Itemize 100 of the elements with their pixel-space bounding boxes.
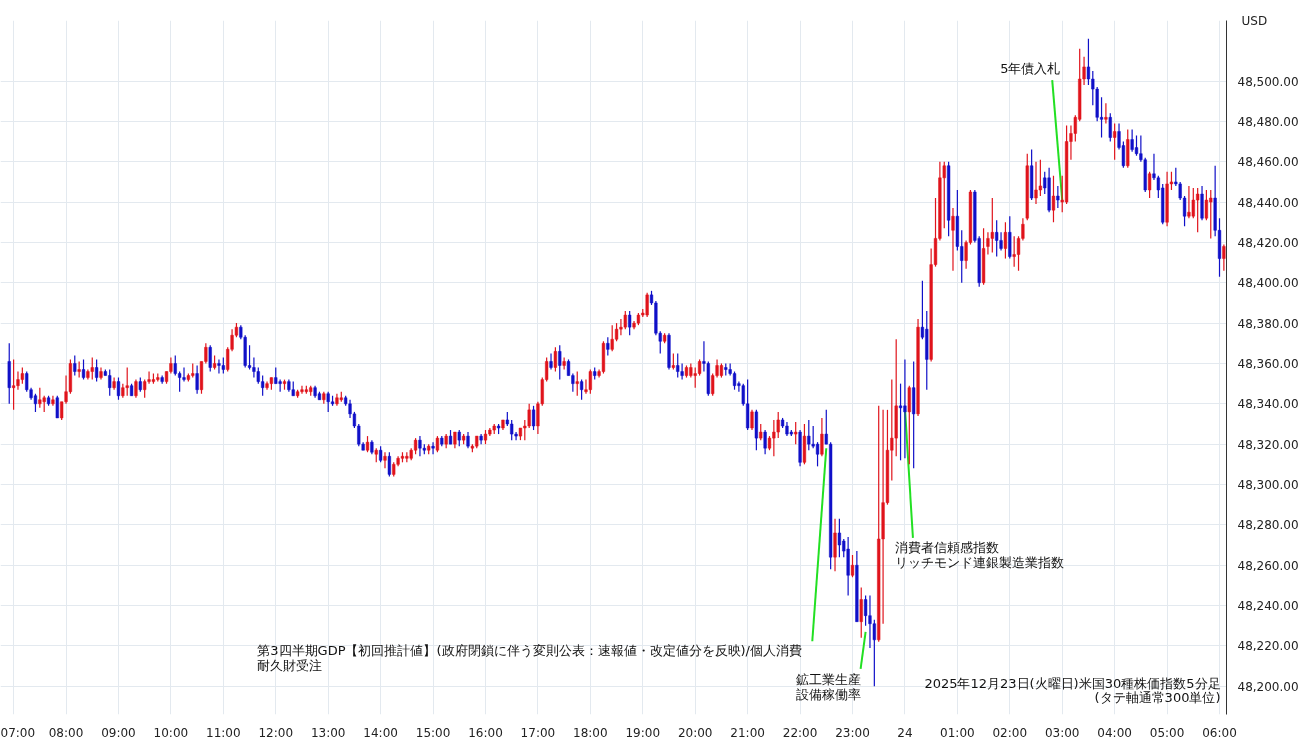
candlestick [208,344,212,373]
candlestick [182,366,186,383]
y-tick-label: 48,460.00 [1237,155,1299,170]
candlestick [1104,102,1108,124]
candlestick [680,362,684,381]
candlestick [16,370,20,391]
candlestick [531,405,536,431]
candlestick [951,207,955,272]
x-tick-label: 09:00 [101,725,136,740]
candlestick [628,310,632,336]
candlestick [527,403,531,429]
candlestick [807,419,811,451]
candlestick [898,383,903,461]
candlestick [195,364,199,395]
x-tick-label: 15:00 [415,725,451,740]
candlestick [55,395,59,419]
y-tick-label: 48,360.00 [1237,356,1299,371]
candlestick [1108,112,1112,143]
x-tick-label: 12:00 [258,725,294,740]
annotation: 耐久財受注 [257,658,323,674]
candlestick [1113,122,1117,161]
x-tick-label: 23:00 [835,725,870,740]
candlestick [116,376,121,401]
candlestick [1086,38,1091,86]
x-tick-label: 16:00 [468,725,503,740]
annotation: 設備稼働率 [795,686,861,702]
y-tick-label: 48,220.00 [1237,639,1299,654]
candlestick [90,356,94,381]
y-tick-label: 48,440.00 [1237,195,1299,210]
candlestick [763,429,767,455]
annotation: リッチモンド連銀製造業指数 [894,554,1064,570]
candlestick [431,441,435,455]
y-tick-label: 48,300.00 [1237,478,1299,493]
y-tick-label: 48,240.00 [1237,599,1299,614]
x-tick-label: 17:00 [520,725,556,740]
x-tick-label: 10:00 [153,725,189,740]
candlestick [81,358,86,381]
candlestick [95,358,99,383]
candlestick [125,366,129,397]
candlestick [676,352,680,379]
candlestick [383,451,387,469]
y-tick-label: 48,320.00 [1237,437,1299,452]
annotation: 第3四半期GDP【初回推計値】(政府閉鎖に伴う変則公表：速報値・改定値分を反映)/個人消費 [257,643,802,659]
candlestick [732,370,737,391]
y-tick-label: 48,200.00 [1237,679,1299,694]
y-tick-label: 48,340.00 [1237,397,1299,412]
candlestick [868,594,872,649]
annotation: 5年債入札 [1000,61,1061,77]
candlestick [252,356,256,379]
x-tick-label: 06:00 [1202,725,1237,740]
candlestick [580,379,584,401]
candlestick [1148,171,1152,199]
candlestick [995,219,999,258]
candlestick [12,358,16,411]
candlestick [750,409,754,431]
candlestick [553,346,557,373]
candlestick [1034,161,1038,205]
x-tick-label: 02:00 [992,725,1028,740]
candlestick [619,318,623,336]
x-tick-label: 05:00 [1149,725,1185,740]
candlestick [850,554,855,578]
candlestick [606,336,610,356]
candlestick [134,379,138,399]
x-tick-label: 01:00 [940,725,975,740]
candlestick [1187,185,1191,219]
candlestick [77,360,81,379]
candlestick [73,354,77,377]
candlestick [575,370,579,397]
x-tick-label: 21:00 [730,725,765,740]
x-tick-label: 04:00 [1097,725,1132,740]
candlestick [217,358,221,375]
text: 2025年12月23日(火曜日)米国30種株価指数5分足 [924,675,1221,691]
annotation: 消費者信頼感指数 [894,539,999,555]
x-tick-label: 19:00 [625,725,661,740]
candlestick [278,379,282,393]
candlestick [558,344,562,381]
x-tick-label: 11:00 [206,725,241,740]
candlestick [903,358,907,459]
candlestick [1051,175,1056,223]
candlestick [1056,185,1060,209]
x-tick-label: 24 [897,725,913,740]
candlestick [990,197,994,254]
candlestick [418,435,422,457]
y-tick-label: 48,500.00 [1237,74,1299,89]
candlestick [1003,221,1008,260]
x-tick-label: 22:00 [782,725,818,740]
candlestick [1130,128,1134,153]
x-tick-label: 07:00 [0,725,36,740]
candlestick [38,387,42,409]
candlestick [1222,243,1226,272]
x-tick-label: 03:00 [1044,725,1080,740]
annotation: 鉱工業生産 [795,671,861,687]
candlestick [562,356,566,371]
y-tick-label: 48,260.00 [1237,558,1299,573]
candlestick [300,385,304,395]
x-tick-label: 13:00 [310,725,346,740]
candlestick [815,441,820,467]
x-tick-label: 20:00 [677,725,713,740]
text: USD [1241,13,1268,28]
y-tick-label: 48,480.00 [1237,114,1299,129]
